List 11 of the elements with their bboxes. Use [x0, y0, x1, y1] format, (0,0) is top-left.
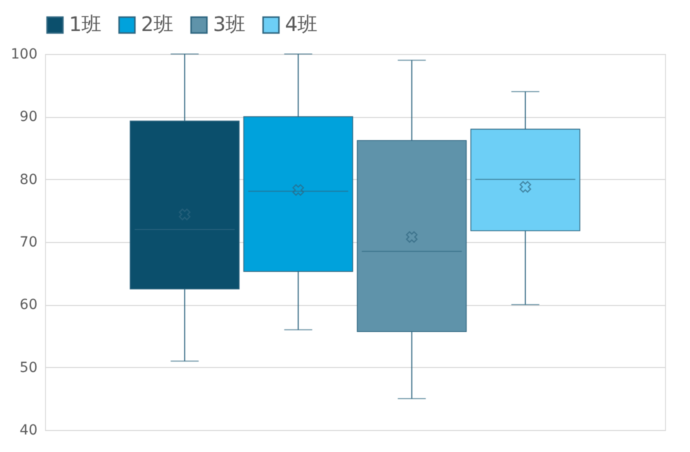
legend-label: 2班	[141, 12, 174, 36]
y-tick-label: 40	[20, 422, 38, 438]
legend-label: 1班	[69, 12, 102, 36]
legend-label: 4班	[285, 12, 318, 36]
y-tick-label: 90	[20, 109, 38, 126]
y-tick-label: 80	[20, 172, 38, 188]
y-tick-label: 70	[20, 234, 38, 250]
legend-label: 3班	[213, 12, 246, 36]
y-tick-label: 100	[10, 46, 38, 62]
y-tick-label: 60	[20, 297, 38, 314]
y-tick-label: 50	[20, 360, 38, 376]
